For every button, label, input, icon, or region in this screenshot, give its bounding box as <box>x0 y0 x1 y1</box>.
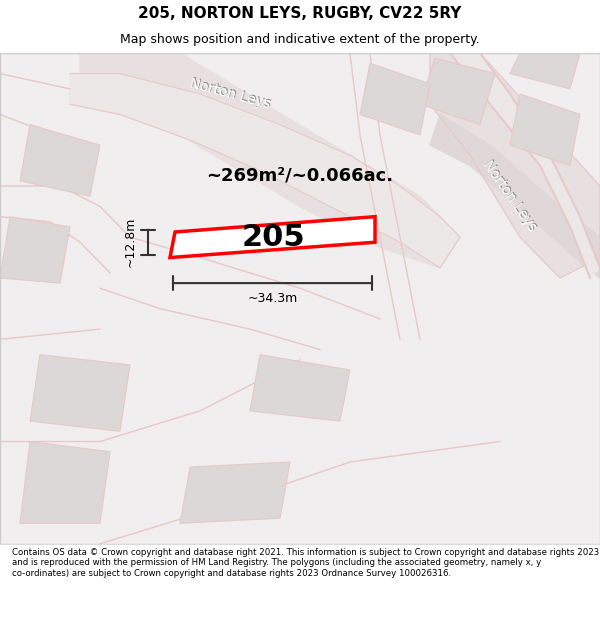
Polygon shape <box>20 441 110 523</box>
Polygon shape <box>30 354 130 431</box>
Text: Map shows position and indicative extent of the property.: Map shows position and indicative extent… <box>120 33 480 46</box>
Polygon shape <box>510 94 580 166</box>
Text: Norton Leys: Norton Leys <box>188 76 272 111</box>
Polygon shape <box>70 74 460 268</box>
Text: Norton Leys: Norton Leys <box>481 157 541 233</box>
Text: 205, NORTON LEYS, RUGBY, CV22 5RY: 205, NORTON LEYS, RUGBY, CV22 5RY <box>139 6 461 21</box>
Text: ~34.3m: ~34.3m <box>247 292 298 305</box>
Polygon shape <box>80 53 460 268</box>
Polygon shape <box>420 58 495 124</box>
Text: 205: 205 <box>242 222 305 252</box>
Text: Norton Leys: Norton Leys <box>189 76 273 111</box>
Polygon shape <box>250 354 350 421</box>
Polygon shape <box>430 53 600 278</box>
Text: Contains OS data © Crown copyright and database right 2021. This information is : Contains OS data © Crown copyright and d… <box>12 548 599 578</box>
Polygon shape <box>170 217 375 258</box>
Text: Norton Leys: Norton Leys <box>481 158 539 234</box>
Polygon shape <box>20 124 100 196</box>
Polygon shape <box>450 53 600 278</box>
Polygon shape <box>430 114 600 278</box>
Text: ~12.8m: ~12.8m <box>124 217 137 268</box>
Polygon shape <box>360 63 430 135</box>
Text: ~269m²/~0.066ac.: ~269m²/~0.066ac. <box>206 167 394 185</box>
Polygon shape <box>180 462 290 523</box>
Polygon shape <box>0 217 70 283</box>
Polygon shape <box>510 53 580 89</box>
